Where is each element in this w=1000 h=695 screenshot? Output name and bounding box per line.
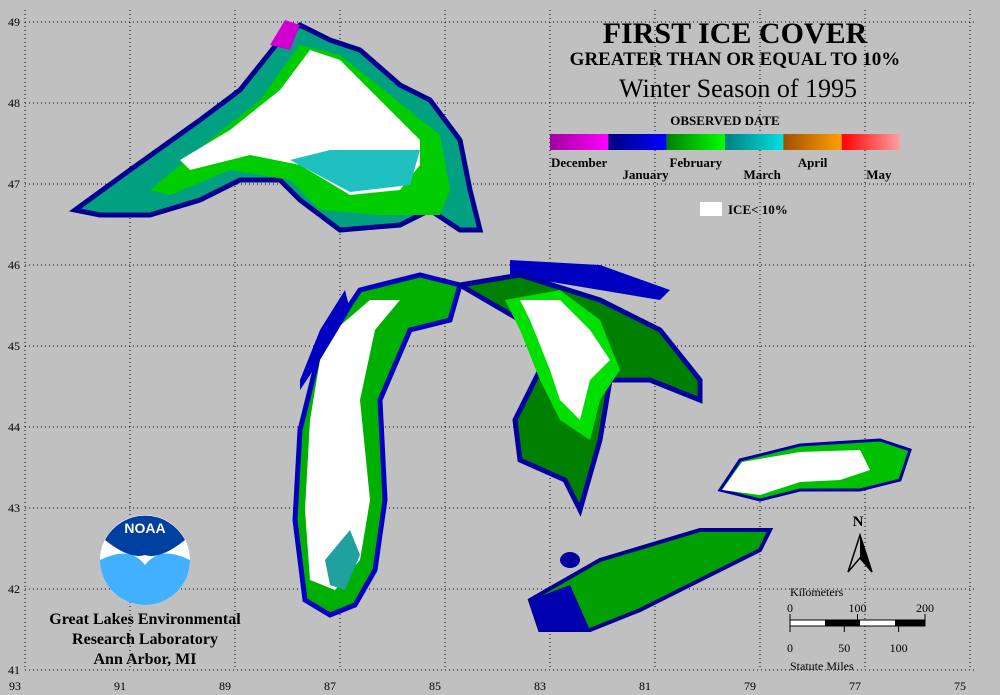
lon-label: 93 bbox=[9, 679, 21, 693]
lon-label: 83 bbox=[534, 679, 546, 693]
mi-tick-label: 50 bbox=[838, 641, 850, 655]
season: Winter Season of 1995 bbox=[619, 74, 857, 103]
noaa-logo: NOAA bbox=[100, 515, 190, 605]
lat-label: 43 bbox=[8, 501, 20, 515]
lat-label: 47 bbox=[8, 177, 20, 191]
mi-tick-label: 100 bbox=[890, 641, 908, 655]
legend-swatch bbox=[783, 134, 842, 150]
mi-tick-label: 0 bbox=[787, 641, 793, 655]
lat-label: 44 bbox=[8, 420, 20, 434]
legend-swatch bbox=[841, 134, 900, 150]
credit: Great Lakes Environmental Research Labora… bbox=[49, 611, 241, 668]
legend-label: April bbox=[798, 155, 828, 170]
lon-label: 85 bbox=[429, 679, 441, 693]
legend-title: OBSERVED DATE bbox=[670, 113, 779, 128]
logo-text: NOAA bbox=[124, 520, 165, 536]
legend-swatch bbox=[725, 134, 784, 150]
credit-line: Research Laboratory bbox=[72, 631, 218, 648]
legend-swatch bbox=[550, 134, 609, 150]
ice-swatch bbox=[700, 202, 722, 216]
lake-st-clair bbox=[560, 552, 580, 568]
graticule: 49 48 47 46 45 44 43 42 41 93 91 89 87 85 83 81 79 77 75 bbox=[8, 10, 975, 693]
lake-erie bbox=[527, 528, 774, 632]
mi-title: Statute Miles bbox=[790, 659, 854, 673]
legend-label: March bbox=[744, 167, 782, 182]
credit-line: Great Lakes Environmental bbox=[49, 611, 241, 628]
lat-label: 42 bbox=[8, 582, 20, 596]
lake-ontario bbox=[717, 438, 912, 502]
lon-label: 91 bbox=[114, 679, 126, 693]
km-tick-label: 100 bbox=[849, 601, 867, 615]
credit-line: Ann Arbor, MI bbox=[94, 651, 197, 668]
km-tick-label: 200 bbox=[916, 601, 934, 615]
lat-label: 48 bbox=[8, 96, 20, 110]
ice-label: ICE< 10% bbox=[728, 202, 788, 217]
km-title: Kilometers bbox=[790, 585, 844, 599]
lake-michigan bbox=[292, 272, 464, 618]
legend-label: January bbox=[622, 167, 669, 182]
north-arrow-fill bbox=[860, 535, 872, 572]
km-tick-label: 0 bbox=[787, 601, 793, 615]
lon-label: 87 bbox=[324, 679, 336, 693]
north-label: N bbox=[853, 514, 864, 530]
lon-label: 79 bbox=[744, 679, 756, 693]
scale-bar: 0 100 200 0 50 100 bbox=[787, 601, 934, 655]
lake-huron bbox=[452, 260, 703, 517]
legend-label: December bbox=[551, 155, 608, 170]
lon-label: 77 bbox=[849, 679, 861, 693]
lat-label: 46 bbox=[8, 258, 20, 272]
lat-label: 41 bbox=[8, 663, 20, 677]
lon-label: 81 bbox=[639, 679, 651, 693]
lake-superior bbox=[68, 20, 484, 233]
title: FIRST ICE COVER bbox=[603, 17, 868, 50]
legend-swatch bbox=[666, 134, 725, 150]
legend-label: February bbox=[669, 155, 722, 170]
legend-swatch bbox=[608, 134, 667, 150]
lat-label: 49 bbox=[8, 15, 20, 29]
legend-label: May bbox=[866, 167, 892, 182]
lon-label: 89 bbox=[219, 679, 231, 693]
subtitle: GREATER THAN OR EQUAL TO 10% bbox=[570, 49, 901, 70]
lon-label: 75 bbox=[954, 679, 966, 693]
lat-label: 45 bbox=[8, 339, 20, 353]
